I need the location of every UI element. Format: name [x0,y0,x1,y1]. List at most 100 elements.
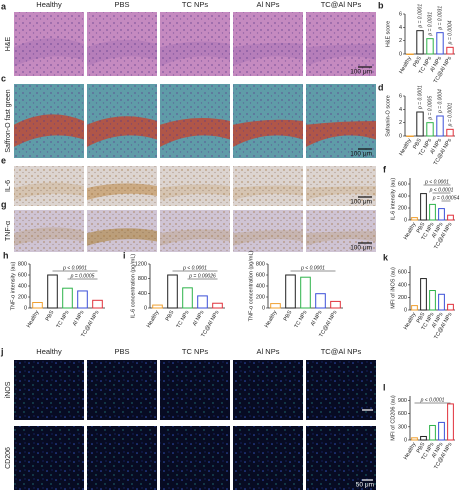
column-header: PBS [114,0,129,9]
column-header: PBS [114,347,129,356]
x-tick-label: Healthy [26,310,41,329]
texture [233,426,303,490]
y-tick-label: 600 [398,181,407,187]
bar [77,290,88,309]
texture [87,12,157,76]
bar [447,303,454,311]
y-tick-label: 0 [399,51,402,57]
p-value: p = 0.0031 [427,12,433,37]
y-tick-label: 6 [399,93,402,99]
p-value: p = 0.0004 [447,20,453,45]
texture [306,426,376,490]
texture [87,360,157,420]
y-tick-label: 600 [398,270,407,276]
bar [167,274,178,309]
bar [330,300,341,309]
panel-letter: k [383,252,389,262]
bar [416,111,424,137]
y-axis-label: Safranin-O score [385,95,391,137]
y-tick-label: 6 [399,11,402,17]
texture [233,84,303,158]
y-tick-label: 4 [399,107,402,113]
texture [14,84,84,158]
y-tick-label: 200 [256,294,265,300]
bar [436,115,444,137]
texture [306,12,376,76]
bar [197,295,208,309]
panel-letter: i [123,250,126,260]
bar [406,53,414,55]
column-header: TC@Al NPs [321,0,362,9]
panel-letter: e [1,155,6,165]
scale-bar-label: 100 μm [350,199,372,206]
bar [47,274,58,309]
bar [446,46,454,55]
bar [182,287,193,309]
y-tick-label: 0 [399,133,402,139]
y-axis-label: H&E score [385,21,391,47]
scale-bar-label: 100 μm [350,69,372,76]
texture [160,166,230,206]
column-header: Al NPs [257,0,280,9]
x-tick-label: TC NPs [56,310,71,330]
x-tick-label: PBS [45,309,56,322]
bar [438,421,445,441]
bar [429,203,436,221]
texture [14,360,84,420]
p-value: p < 0.0001 [182,265,207,271]
p-value: p = 0.0001 [417,4,423,29]
texture [87,166,157,206]
p-value: p = 0.0001 [417,85,423,110]
panel-letter: l [383,382,386,392]
x-tick-label: PBS [412,137,423,150]
column-header: Al NPs [257,347,280,356]
bar [300,276,311,309]
bar [446,128,454,137]
texture [14,166,84,206]
x-tick-label: Healthy [398,56,413,75]
p-value: p = 0.0005 [427,96,433,121]
x-tick-label: PBS [416,221,427,234]
bar [438,208,445,221]
p-value: p < 0.0001 [429,187,454,193]
y-tick-label: 200 [18,294,27,300]
column-header: TC@Al NPs [321,347,362,356]
bar [438,293,445,311]
x-tick-label: TC NPs [294,310,309,330]
scale-bar-label: 100 μm [350,151,372,158]
texture [233,360,303,420]
y-tick-label: 400 [138,291,147,297]
y-tick-label: 600 [256,272,265,278]
scale-bar-label: 50 μm [356,482,374,489]
p-value: p = 0.0005 [70,273,95,279]
bar [426,122,434,137]
bar [447,214,454,221]
row-label: H&E [5,36,12,51]
x-tick-label: Healthy [146,310,161,329]
panel-letter: c [1,73,6,83]
y-tick-label: 200 [398,205,407,211]
y-tick-label: 400 [18,283,27,289]
panel-letter: d [378,82,384,92]
texture [160,12,230,76]
texture [233,166,303,206]
y-axis-label: MFI of iNOS (au) [390,267,396,309]
x-tick-label: PBS [283,309,294,322]
panel-letter: h [3,250,9,260]
column-header: Healthy [36,347,62,356]
panel-letter: j [0,346,4,356]
texture [160,360,230,420]
x-tick-label: TC NPs [176,310,191,330]
y-tick-label: 300 [398,424,407,430]
y-tick-label: 0 [404,217,407,223]
bar [436,32,444,55]
x-tick-label: Al NPs [72,310,86,328]
bar [315,293,326,309]
x-tick-label: Al NPs [192,310,206,328]
texture [233,210,303,252]
texture [160,84,230,158]
bar [62,287,73,309]
column-header: Healthy [36,0,62,9]
texture [87,210,157,252]
x-tick-label: Al NPs [310,310,324,328]
